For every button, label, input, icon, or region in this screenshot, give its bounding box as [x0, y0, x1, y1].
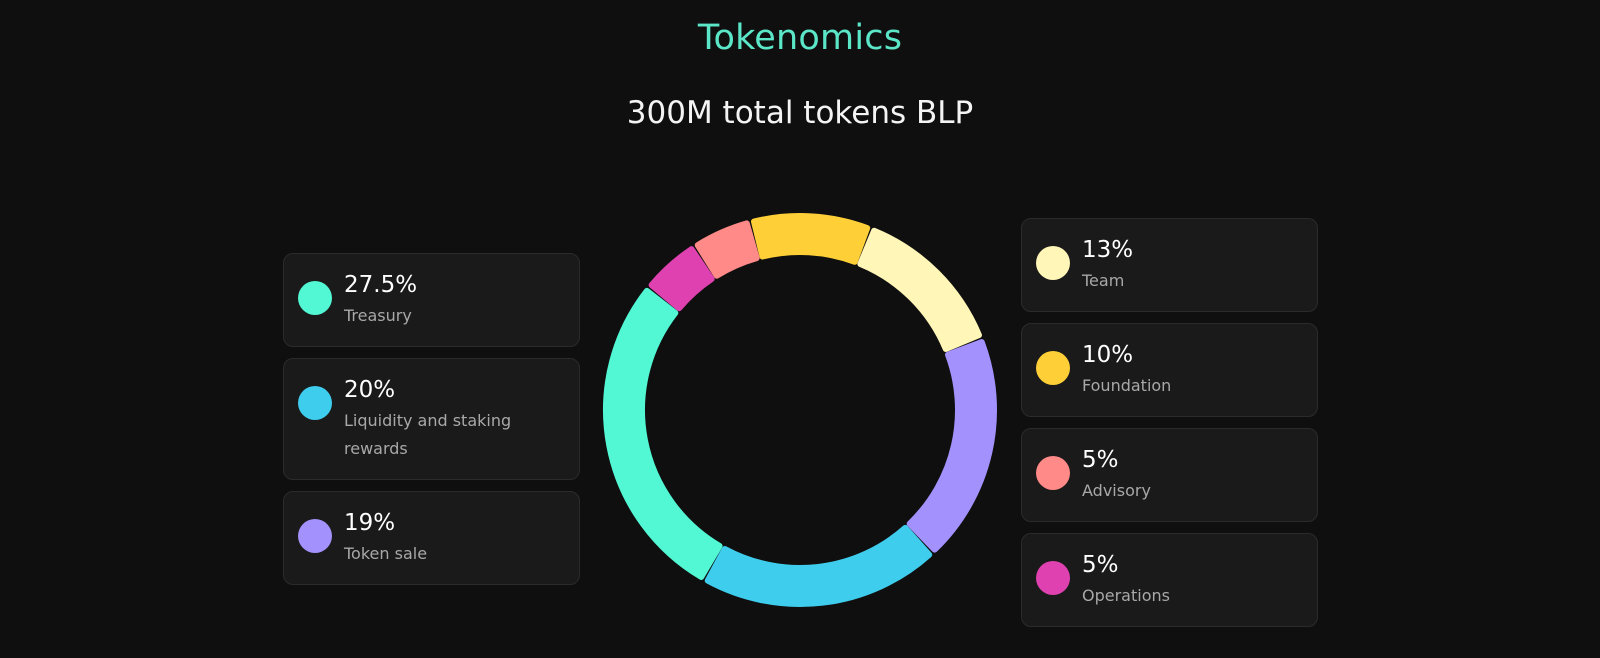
legend-right: 13% Team 10% Foundation 5% Advisory 5% O… — [1021, 218, 1318, 627]
total-supply-subtitle: 300M total tokens BLP — [626, 95, 974, 131]
legend-card-operations: 5% Operations — [1021, 533, 1318, 627]
legend-percentage: 20% — [344, 377, 396, 403]
legend-card-team: 13% Team — [1021, 218, 1318, 312]
legend-percentage: 13% — [1082, 237, 1134, 263]
legend-percentage: 5% — [1082, 447, 1119, 473]
donut-slice-operations — [648, 246, 715, 312]
legend-percentage: 19% — [344, 510, 396, 536]
legend-percentage: 27.5% — [344, 272, 418, 298]
legend-dot — [298, 281, 332, 315]
donut-slice-team — [857, 227, 982, 353]
legend-dot — [1036, 561, 1070, 595]
legend-dot — [298, 386, 332, 420]
legend-percentage: 10% — [1082, 342, 1134, 368]
donut-slice-liquidity-and-staking-rewards — [704, 524, 933, 607]
donut-chart — [600, 210, 1000, 610]
legend-left: 27.5% Treasury 20% Liquidity and staking… — [283, 253, 580, 585]
legend-dot — [1036, 351, 1070, 385]
legend-label: Liquidity and staking rewards — [344, 411, 512, 458]
donut-slice-token-sale — [906, 339, 997, 553]
legend-card-liquidity: 20% Liquidity and staking rewards — [283, 358, 580, 480]
donut-chart-svg — [603, 213, 997, 607]
legend-dot — [298, 519, 332, 553]
legend-dot — [1036, 246, 1070, 280]
donut-slice-treasury — [603, 287, 723, 580]
legend-label: Token sale — [344, 544, 428, 563]
donut-slice-foundation — [750, 213, 871, 265]
donut-slice-advisory — [694, 220, 760, 279]
legend-label: Treasury — [344, 306, 412, 325]
legend-percentage: 5% — [1082, 552, 1119, 578]
legend-label: Advisory — [1082, 481, 1151, 500]
legend-label: Team — [1082, 271, 1125, 290]
legend-dot — [1036, 456, 1070, 490]
legend-label: Operations — [1082, 586, 1170, 605]
legend-card-foundation: 10% Foundation — [1021, 323, 1318, 417]
legend-card-treasury: 27.5% Treasury — [283, 253, 580, 347]
legend-card-advisory: 5% Advisory — [1021, 428, 1318, 522]
section-title: Tokenomics — [697, 18, 903, 58]
legend-card-token-sale: 19% Token sale — [283, 491, 580, 585]
legend-label: Foundation — [1082, 376, 1172, 395]
